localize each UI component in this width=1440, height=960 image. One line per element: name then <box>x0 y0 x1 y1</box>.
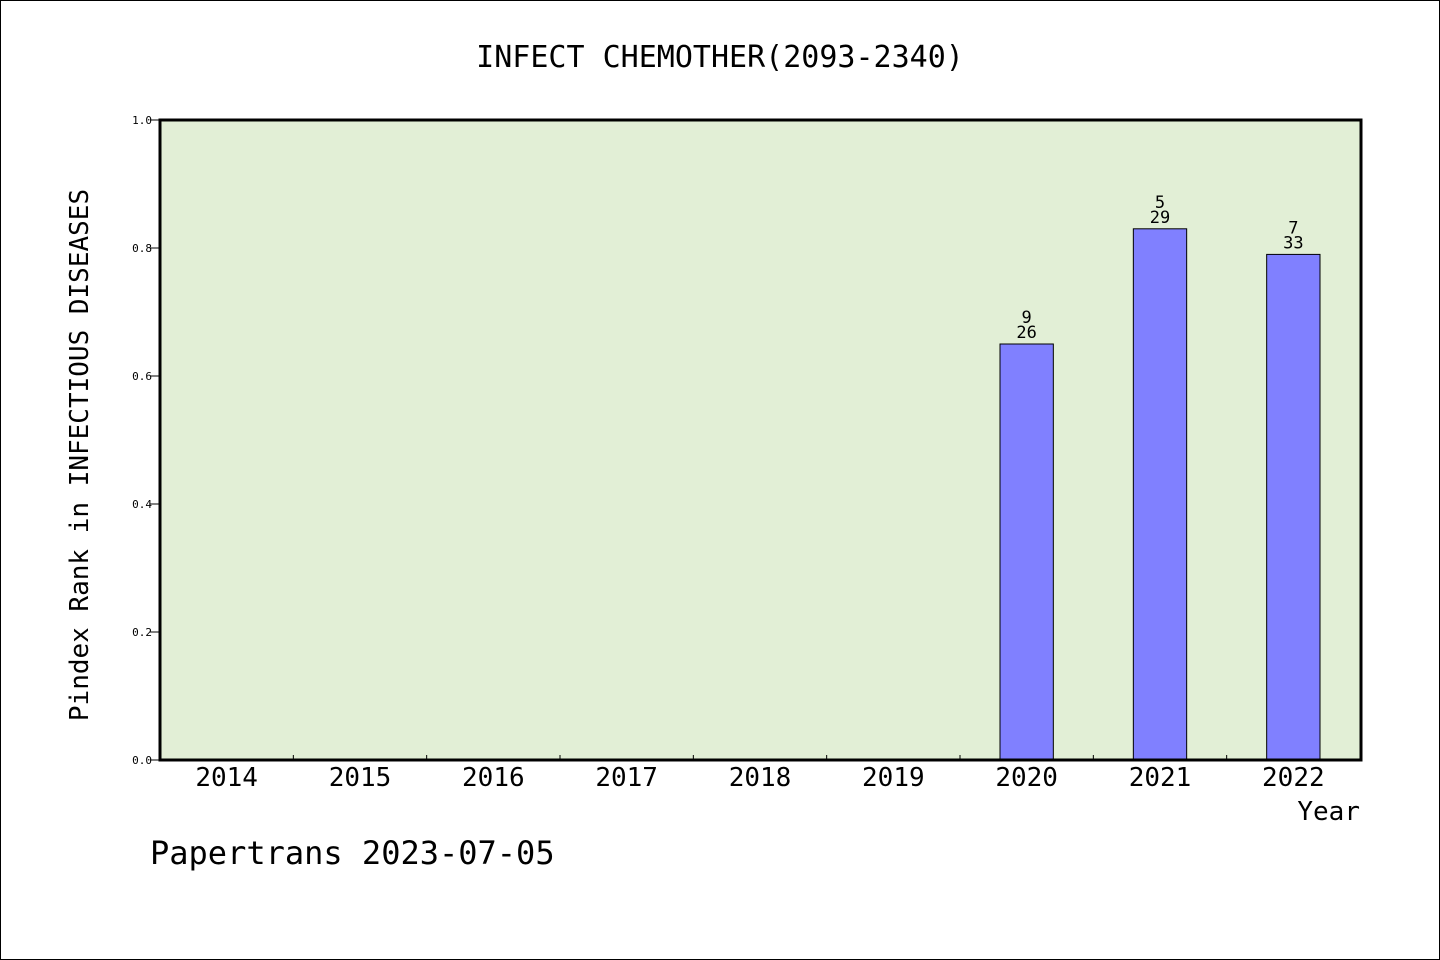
x-tick-label: 2016 <box>462 763 525 793</box>
x-tick-label: 2019 <box>862 763 925 793</box>
x-tick-label: 2014 <box>195 763 258 793</box>
bar-rank-label: 9 <box>1022 308 1032 328</box>
y-axis: 0.0 0.2 0.4 0.6 0.8 1.0 <box>132 114 160 767</box>
footer-credit: Papertrans 2023-07-05 <box>150 834 555 872</box>
bar-rank-label: 7 <box>1288 218 1298 238</box>
y-tick-label: 1.0 <box>132 114 152 127</box>
bar-series <box>999 228 1321 761</box>
bar-2022 <box>1266 253 1321 761</box>
x-axis-label: Year <box>1297 797 1360 827</box>
bar-total-label: 33 <box>1283 233 1303 253</box>
bar-total-label: 29 <box>1150 208 1170 228</box>
y-tick-label: 0.6 <box>132 370 152 383</box>
y-tick-label: 0.8 <box>132 242 152 255</box>
x-tick-label: 2021 <box>1129 763 1192 793</box>
y-tick-label: 0.4 <box>132 498 152 511</box>
bar-total-label: 26 <box>1016 323 1036 343</box>
x-tick-label: 2020 <box>995 763 1058 793</box>
x-tick-label: 2015 <box>329 763 392 793</box>
x-axis: 2014 2015 2016 2017 2018 2019 2020 2021 2022 <box>195 755 1325 793</box>
bar-2020 <box>999 343 1054 761</box>
y-tick-label: 0.2 <box>132 626 152 639</box>
bar-labels: 926 529 733 <box>1016 193 1303 343</box>
x-tick-label: 2017 <box>595 763 658 793</box>
y-tick-label: 0.0 <box>132 754 152 767</box>
chart-title: INFECT CHEMOTHER(2093-2340) <box>476 40 964 75</box>
plot-border <box>158 118 1363 762</box>
bar-2021 <box>1132 228 1188 761</box>
y-axis-label: Pindex Rank in INFECTIOUS DISEASES <box>65 189 95 721</box>
x-tick-label: 2022 <box>1262 763 1325 793</box>
bar-rank-label: 5 <box>1155 193 1165 213</box>
x-tick-label: 2018 <box>729 763 792 793</box>
